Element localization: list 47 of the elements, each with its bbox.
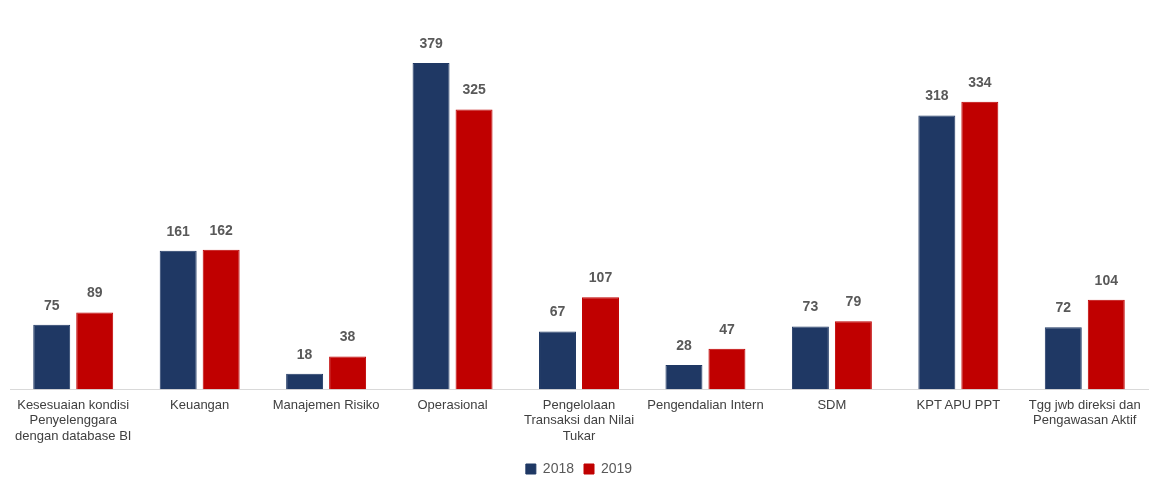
x-tick-label: Tgg jwb direksi dan Pengawasan Aktif (1028, 396, 1141, 428)
legend-label: 2019 (601, 459, 633, 476)
data-label: 379 (419, 34, 443, 51)
bar (1044, 327, 1082, 390)
bar (708, 348, 746, 390)
data-label: 73 (802, 298, 819, 315)
bar (202, 249, 240, 390)
bar (159, 250, 197, 390)
data-label: 47 (719, 320, 735, 337)
x-tick-label: Pengendalian Intern (647, 396, 764, 412)
data-label: 318 (925, 87, 949, 104)
x-tick-label: Operasional (417, 396, 488, 412)
bar (412, 63, 450, 390)
bar (286, 373, 324, 390)
bar (329, 356, 367, 390)
x-tick-label: Keuangan (170, 396, 230, 412)
data-label: 75 (43, 296, 60, 313)
bar (1087, 299, 1125, 390)
data-label: 161 (166, 222, 191, 239)
data-label: 107 (588, 268, 613, 285)
x-tick-label: Kesesuaian kondisi Penyelenggara dengan database BI (15, 396, 132, 443)
data-label: 104 (1094, 271, 1119, 288)
bar (961, 101, 999, 390)
bar (665, 365, 703, 390)
data-label: 18 (296, 345, 313, 362)
bar (582, 297, 619, 390)
legend-label: 2018 (542, 459, 575, 476)
x-tick-label: KPT APU PPT (916, 396, 1001, 412)
bar (455, 109, 493, 390)
data-label: 38 (339, 328, 356, 345)
data-label: 162 (209, 221, 234, 238)
data-label: 28 (676, 336, 692, 353)
data-label: 325 (462, 81, 486, 98)
data-label: 72 (1055, 299, 1072, 316)
bar (791, 326, 829, 390)
x-tick-label: Pengelolaan Transaksi dan Nilai Tukar (523, 396, 635, 443)
bar (76, 312, 114, 390)
data-label: 89 (86, 284, 103, 301)
bar (539, 331, 576, 390)
data-label: 79 (845, 293, 862, 310)
data-label: 67 (549, 303, 566, 320)
x-tick-label: SDM (817, 396, 847, 412)
x-tick-label: Manajemen Risiko (272, 396, 380, 412)
bar (834, 321, 872, 390)
bar (33, 324, 71, 390)
bar (918, 115, 956, 390)
data-label: 334 (968, 73, 992, 90)
